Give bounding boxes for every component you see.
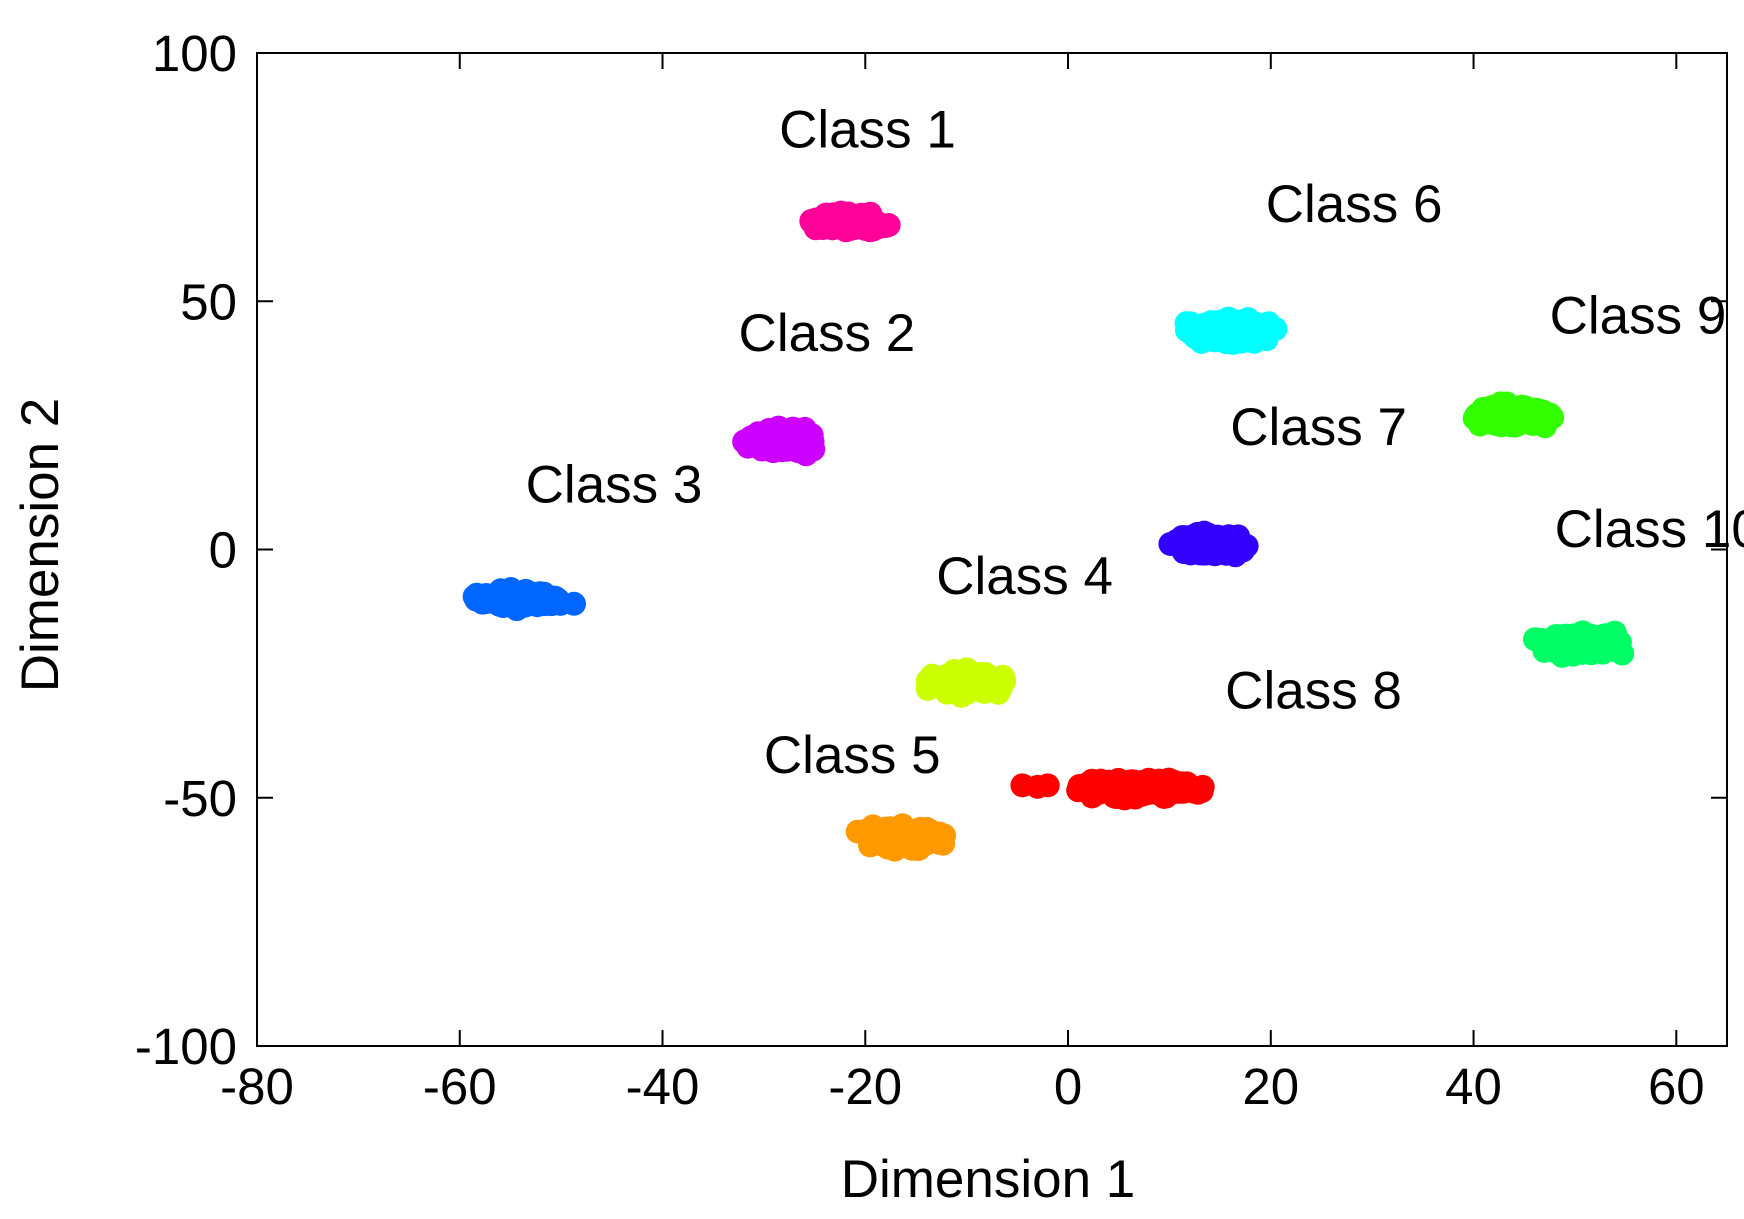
data-point xyxy=(890,826,915,851)
series-5 xyxy=(845,813,957,862)
class-label: Class 6 xyxy=(1266,175,1443,234)
y-tick-label: 50 xyxy=(180,273,237,330)
x-tick-label: 60 xyxy=(1648,1058,1705,1115)
class-label: Class 9 xyxy=(1550,287,1727,346)
data-point xyxy=(864,825,889,850)
data-point xyxy=(1207,322,1232,347)
series-3 xyxy=(462,577,586,622)
data-point xyxy=(1263,316,1288,341)
x-tick-label: -20 xyxy=(828,1058,902,1115)
data-point xyxy=(1560,638,1585,663)
data-points xyxy=(462,200,1635,862)
data-point xyxy=(1462,406,1487,431)
data-point xyxy=(1201,533,1226,558)
series-6 xyxy=(1174,306,1288,355)
data-point xyxy=(961,675,986,700)
axis-ticks xyxy=(256,52,1727,1047)
x-tick-label: -40 xyxy=(626,1058,700,1115)
series-8 xyxy=(1010,767,1215,811)
data-point xyxy=(1185,780,1210,805)
x-tick-label: -60 xyxy=(423,1058,497,1115)
data-point xyxy=(1081,783,1106,808)
y-tick-label: 100 xyxy=(152,25,237,82)
class-label: Class 7 xyxy=(1230,398,1407,457)
data-point xyxy=(773,434,798,459)
data-point xyxy=(814,211,839,236)
data-point xyxy=(1035,773,1060,798)
series-9 xyxy=(1462,391,1565,439)
y-tick-label: -100 xyxy=(135,1018,237,1075)
x-tick-label: 40 xyxy=(1445,1058,1502,1115)
data-point xyxy=(501,592,526,617)
data-point xyxy=(1144,775,1169,800)
x-axis-title: Dimension 1 xyxy=(841,1150,1136,1209)
x-tick-label: 0 xyxy=(1054,1058,1082,1115)
data-point xyxy=(834,216,859,241)
class-label: Class 1 xyxy=(779,100,956,159)
plot-frame xyxy=(256,52,1728,1047)
data-point xyxy=(918,826,943,851)
data-point xyxy=(1106,777,1131,802)
y-axis-title: Dimension 2 xyxy=(11,398,70,693)
class-label: Class 8 xyxy=(1225,661,1402,720)
class-label: Class 5 xyxy=(764,726,941,785)
series-4 xyxy=(915,657,1017,708)
class-label: Class 10 xyxy=(1555,500,1744,559)
x-tick-label: -80 xyxy=(220,1058,294,1115)
x-tick-label: 20 xyxy=(1242,1058,1299,1115)
y-tick-label: 0 xyxy=(209,522,237,579)
data-point xyxy=(732,429,757,454)
data-point xyxy=(751,426,776,451)
data-point xyxy=(1603,635,1628,660)
data-point xyxy=(1235,311,1260,336)
y-tick-label: -50 xyxy=(163,770,237,827)
data-point xyxy=(1170,532,1195,557)
series-2 xyxy=(732,415,826,467)
series-1 xyxy=(799,200,901,243)
class-label: Class 3 xyxy=(526,455,703,514)
series-7 xyxy=(1158,520,1259,568)
tick-labels: -80 -60 -40 -20 0 20 40 60 -100 -50 0 50 100 xyxy=(135,25,1705,1115)
data-point xyxy=(1185,315,1210,340)
data-point xyxy=(929,666,954,691)
data-point xyxy=(1513,399,1538,424)
series-10 xyxy=(1522,620,1635,668)
class-label: Class 4 xyxy=(936,547,1113,606)
data-point xyxy=(1221,532,1246,557)
class-labels: Class 1 Class 2 Class 3 Class 4 Class 5 Class… xyxy=(526,100,1744,785)
class-label: Class 2 xyxy=(739,304,916,363)
